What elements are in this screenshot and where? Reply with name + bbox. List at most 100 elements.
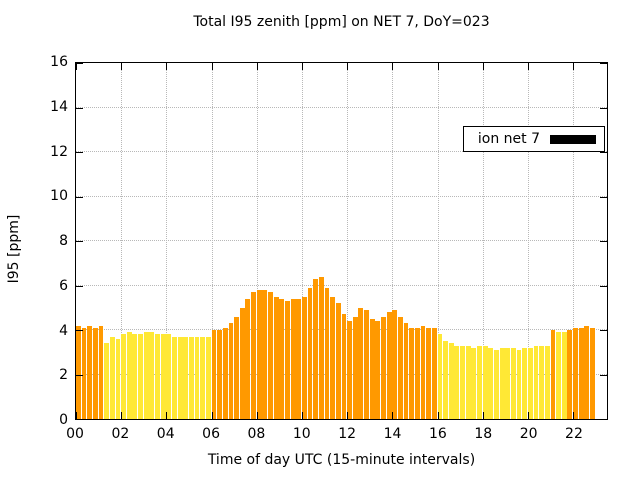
bar — [341, 314, 347, 419]
y-tick-label: 2 — [59, 367, 68, 384]
y-tick-label: 8 — [59, 233, 68, 249]
x-tick-mark — [76, 412, 77, 419]
bar — [290, 298, 296, 419]
bar — [104, 343, 110, 419]
bar — [98, 325, 104, 419]
x-tick-mark — [392, 63, 394, 70]
bar — [437, 334, 443, 419]
bar — [268, 292, 273, 419]
x-tick-mark — [437, 412, 439, 419]
bar — [132, 334, 138, 419]
gridline-vertical — [301, 63, 303, 419]
bar — [488, 347, 494, 419]
bar — [477, 345, 482, 419]
bar — [155, 334, 160, 419]
bar — [92, 327, 98, 419]
y-tick-mark — [76, 152, 83, 153]
y-tick-mark — [76, 241, 83, 242]
y-tick-label: 12 — [50, 143, 68, 160]
gridline-horizontal — [76, 106, 607, 108]
bar — [285, 301, 290, 419]
gridline-horizontal — [76, 240, 607, 241]
bar — [590, 327, 595, 419]
bar — [330, 296, 336, 419]
bar — [279, 298, 285, 419]
bar — [211, 330, 217, 419]
bar — [335, 303, 341, 419]
bar — [397, 316, 403, 419]
bar — [578, 327, 584, 419]
y-tick-mark — [76, 374, 83, 376]
bar — [499, 347, 505, 419]
bar — [556, 332, 561, 419]
gridline-vertical — [527, 63, 529, 419]
x-tick-labels: 00 02 04 06 08 10 12 14 16 18 20 22 — [66, 426, 608, 444]
bar — [381, 316, 386, 419]
gridline-vertical — [166, 63, 168, 419]
x-tick-label: 14 — [383, 426, 402, 442]
y-tick-label: 16 — [50, 54, 68, 70]
x-tick-mark — [527, 412, 529, 419]
x-tick-mark — [437, 63, 439, 70]
y-tick-mark — [76, 63, 83, 64]
y-tick-mark — [600, 330, 607, 331]
bar — [307, 287, 313, 419]
gridline-vertical — [256, 63, 258, 419]
y-tick-mark — [600, 152, 607, 153]
bar — [414, 327, 420, 419]
y-tick-mark — [600, 374, 607, 376]
chart-title: Total I95 zenith [ppm] on NET 7, DoY=023 — [193, 14, 490, 30]
gridline-vertical — [392, 63, 394, 419]
bar — [375, 321, 381, 419]
y-tick-mark — [600, 107, 607, 109]
x-tick-label: 22 — [565, 426, 583, 442]
bar — [573, 327, 578, 419]
bar — [81, 327, 87, 419]
bar — [188, 336, 194, 419]
gridline-vertical — [482, 63, 484, 419]
x-tick-label: 06 — [202, 426, 220, 442]
bar — [234, 316, 239, 419]
x-tick-label: 16 — [428, 426, 447, 442]
bar — [200, 336, 206, 419]
bar — [296, 298, 302, 419]
gridline-vertical — [573, 63, 575, 419]
bar — [539, 345, 545, 419]
y-tick-label: 6 — [59, 277, 68, 294]
x-tick-mark — [256, 63, 258, 70]
bar — [584, 325, 590, 419]
bar — [420, 325, 426, 419]
bar — [544, 345, 550, 419]
x-tick-label: 18 — [474, 426, 493, 442]
x-tick-mark — [256, 412, 258, 419]
bar — [273, 296, 279, 419]
x-tick-mark — [392, 412, 394, 419]
gridline-vertical — [211, 63, 213, 419]
y-tick-mark — [76, 107, 83, 109]
bar — [313, 278, 319, 419]
x-tick-label: 04 — [156, 426, 175, 442]
bar — [115, 338, 121, 419]
gridline-vertical — [437, 63, 439, 419]
bar — [426, 327, 432, 419]
bar — [448, 343, 454, 419]
bar — [205, 336, 211, 419]
y-tick-mark — [600, 285, 607, 287]
bar — [109, 336, 115, 419]
bar — [567, 330, 573, 419]
bar — [256, 289, 262, 419]
y-tick-label: 14 — [50, 98, 68, 115]
y-tick-label: 4 — [59, 322, 68, 339]
bar — [262, 289, 268, 419]
bar — [522, 347, 528, 419]
gridline-horizontal — [76, 151, 607, 152]
plot-area: ion net 7 — [75, 62, 608, 420]
x-tick-label: 12 — [338, 426, 357, 442]
y-tick-mark — [600, 196, 607, 198]
y-tick-labels: 0 2 4 6 8 10 12 14 16 — [0, 54, 68, 428]
bar — [510, 347, 516, 419]
legend-swatch-icon — [550, 134, 596, 144]
legend-label: ion net 7 — [477, 131, 540, 147]
bar — [347, 321, 352, 419]
